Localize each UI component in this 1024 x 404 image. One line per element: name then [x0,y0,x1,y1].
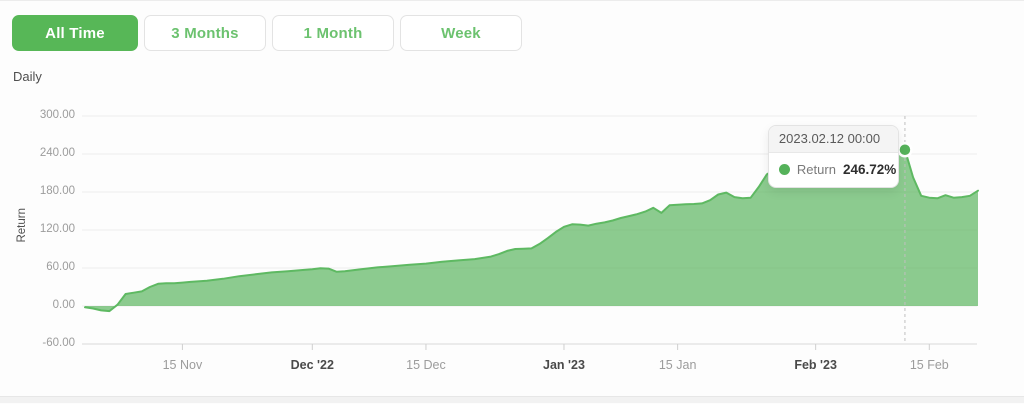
y-tick-label: 60.00 [46,261,75,273]
highlight-point [897,141,913,158]
frequency-label: Daily [13,69,42,84]
tooltip-date: 2023.02.12 00:00 [768,126,898,153]
tooltip-series-label: Return [796,162,836,177]
x-tick-label: Jan '23 [543,358,585,372]
y-tick-label: 300.00 [39,109,75,121]
range-button-3-months[interactable]: 3 Months [144,15,266,51]
x-tick-label: Dec '22 [290,358,334,372]
y-tick-label: -60.00 [42,337,75,349]
x-tick-label: Feb '23 [794,358,837,372]
x-tick-label: 15 Dec [406,358,446,372]
tooltip-value: 246.72% [842,162,897,177]
tooltip-body: Return 246.72% [769,153,898,187]
x-tick-label: 15 Nov [162,358,203,372]
range-button-week[interactable]: Week [400,15,522,51]
x-tick-label: 15 Jan [658,358,697,372]
range-button-1-month[interactable]: 1 Month [272,15,394,51]
time-range-toolbar: All Time 3 Months 1 Month Week [12,15,522,51]
area-series [85,149,978,312]
y-tick-label: 180.00 [39,185,75,197]
x-tick-label: 15 Feb [909,358,949,372]
chart-tooltip: 2023.02.12 00:00 Return 246.72% [767,125,899,188]
series-marker-icon [778,164,790,175]
bottom-divider [0,396,1024,403]
range-button-all-time[interactable]: All Time [12,15,138,51]
y-tick-label: 120.00 [39,223,75,235]
y-tick-label: 240.00 [39,147,75,159]
y-tick-label: 0.00 [52,299,75,311]
